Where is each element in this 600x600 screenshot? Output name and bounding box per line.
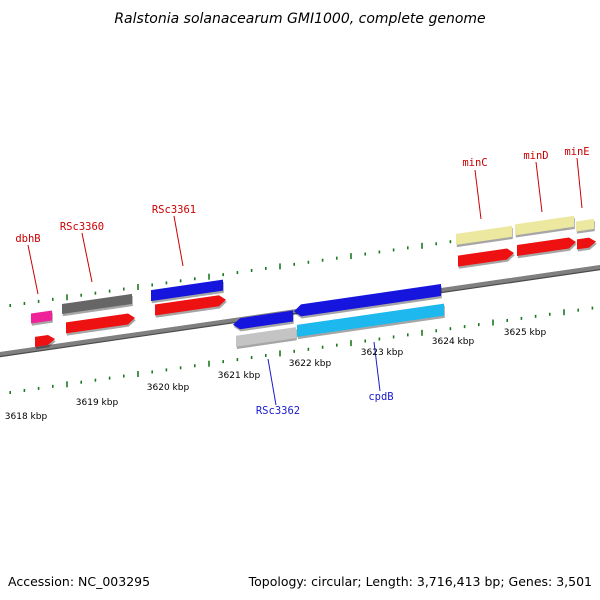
feature-dbhB-cds[interactable] (35, 335, 55, 347)
leader-minD (535, 161, 543, 213)
label-leaders-layer (27, 157, 583, 406)
feature-RSc3362-cds[interactable] (233, 310, 293, 330)
scale-label-3620: 3620 kbp (147, 383, 190, 393)
accession-text: Accession: NC_003295 (8, 574, 150, 589)
leader-RSc3360 (81, 232, 93, 283)
leader-dbhB (27, 244, 39, 295)
scale-label-3621: 3621 kbp (218, 371, 261, 381)
scale-label-3623: 3623 kbp (361, 348, 404, 358)
feature-cpdB-gene[interactable] (297, 303, 444, 337)
gene-label-dbhB[interactable]: dbhB (15, 233, 40, 245)
feature-RSc3360-gene[interactable] (62, 293, 132, 315)
leader-RSc3362 (267, 358, 277, 406)
feature-minE-cds[interactable] (577, 237, 596, 250)
leader-RSc3361 (173, 215, 184, 267)
scale-label-3624: 3624 kbp (432, 337, 475, 347)
feature-minE-gene[interactable] (576, 218, 594, 232)
genome-title: Ralstonia solanacearum GMI1000, complete… (114, 11, 485, 27)
feature-minD-gene[interactable] (515, 215, 574, 236)
gene-label-cpdB[interactable]: cpdB (368, 391, 393, 403)
feature-minC-cds[interactable] (458, 248, 514, 267)
leader-cpdB (373, 341, 381, 392)
gene-label-minC[interactable]: minC (462, 157, 487, 169)
features-layer (31, 215, 597, 350)
feature-RSc3361-gene[interactable] (151, 279, 223, 302)
scale-label-3622: 3622 kbp (289, 359, 332, 369)
feature-minD-cds[interactable] (517, 237, 576, 257)
gene-label-minE[interactable]: minE (564, 146, 589, 158)
leader-minE (576, 157, 583, 209)
feature-RSc3360-cds[interactable] (66, 313, 135, 334)
feature-RSc3361-cds[interactable] (155, 295, 226, 316)
scale-label-3618: 3618 kbp (5, 412, 48, 422)
gene-label-RSc3361[interactable]: RSc3361 (152, 204, 196, 216)
feature-minC-gene[interactable] (456, 225, 512, 245)
feature-dbhB-pink[interactable] (31, 310, 52, 324)
gene-label-RSc3360[interactable]: RSc3360 (60, 221, 104, 233)
scale-label-3625: 3625 kbp (504, 328, 547, 338)
leader-minC (474, 169, 482, 220)
feature-cpdB-cds[interactable] (294, 284, 441, 317)
gene-label-RSc3362[interactable]: RSc3362 (256, 405, 300, 417)
feature-RSc3362-gene[interactable] (236, 327, 296, 347)
scale-label-3619: 3619 kbp (76, 398, 119, 408)
gene-label-minD[interactable]: minD (523, 150, 548, 162)
genome-summary-text: Topology: circular; Length: 3,716,413 bp… (248, 574, 592, 589)
